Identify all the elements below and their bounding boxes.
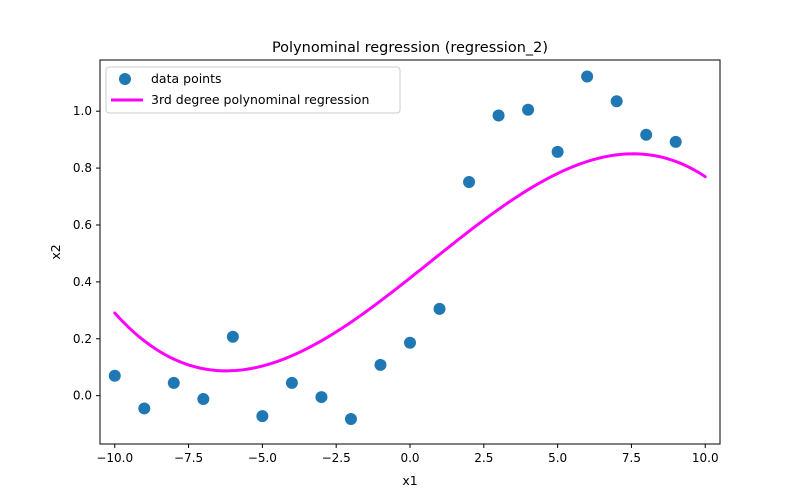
legend-scatter-marker bbox=[119, 73, 131, 85]
data-point bbox=[522, 103, 535, 116]
y-tick-label: 0.4 bbox=[73, 275, 92, 289]
y-tick-label: 0.6 bbox=[73, 218, 92, 232]
data-point bbox=[581, 70, 594, 83]
data-point bbox=[640, 128, 653, 141]
data-point bbox=[492, 109, 505, 122]
data-point bbox=[315, 391, 328, 404]
x-tick-label: −10.0 bbox=[96, 451, 133, 465]
data-point bbox=[256, 410, 269, 423]
data-point bbox=[551, 145, 564, 158]
x-tick-label: 5.0 bbox=[548, 451, 567, 465]
x-tick-label: 7.5 bbox=[622, 451, 641, 465]
x-tick-label: 2.5 bbox=[474, 451, 493, 465]
x-tick-label: −5.0 bbox=[248, 451, 277, 465]
y-tick-label: 0.0 bbox=[73, 389, 92, 403]
data-point bbox=[610, 95, 623, 108]
chart-title: Polynominal regression (regression_2) bbox=[272, 40, 548, 56]
data-point bbox=[108, 369, 121, 382]
data-point bbox=[433, 302, 446, 315]
data-point bbox=[226, 330, 239, 343]
x-tick-label: 0.0 bbox=[400, 451, 419, 465]
y-axis-label: x2 bbox=[48, 244, 63, 259]
x-axis: −10.0 −7.5 −5.0 −2.5 0.0 2.5 5.0 7.5 10.0 bbox=[96, 444, 719, 465]
legend-label-regression: 3rd degree polynominal regression bbox=[151, 92, 369, 107]
data-point bbox=[285, 376, 298, 389]
data-point bbox=[669, 135, 682, 148]
series-layer bbox=[108, 70, 707, 425]
data-point bbox=[197, 393, 210, 406]
data-point bbox=[344, 412, 357, 425]
x-tick-label: −2.5 bbox=[322, 451, 351, 465]
data-point bbox=[463, 176, 476, 189]
y-tick-label: 0.8 bbox=[73, 161, 92, 175]
y-axis: 0.0 0.2 0.4 0.6 0.8 1.0 bbox=[73, 104, 100, 403]
regression-curve bbox=[113, 152, 707, 373]
data-point bbox=[374, 358, 387, 371]
legend: data points 3rd degree polynominal regre… bbox=[105, 66, 401, 114]
data-point bbox=[138, 402, 151, 415]
x-tick-label: −7.5 bbox=[174, 451, 203, 465]
x-tick-label: 10.0 bbox=[692, 451, 719, 465]
legend-label-data-points: data points bbox=[151, 71, 222, 86]
x-axis-label: x1 bbox=[402, 473, 417, 488]
y-tick-label: 1.0 bbox=[73, 104, 92, 118]
y-tick-label: 0.2 bbox=[73, 332, 92, 346]
legend-box bbox=[105, 66, 401, 114]
data-point bbox=[404, 336, 416, 349]
data-point bbox=[167, 376, 180, 389]
